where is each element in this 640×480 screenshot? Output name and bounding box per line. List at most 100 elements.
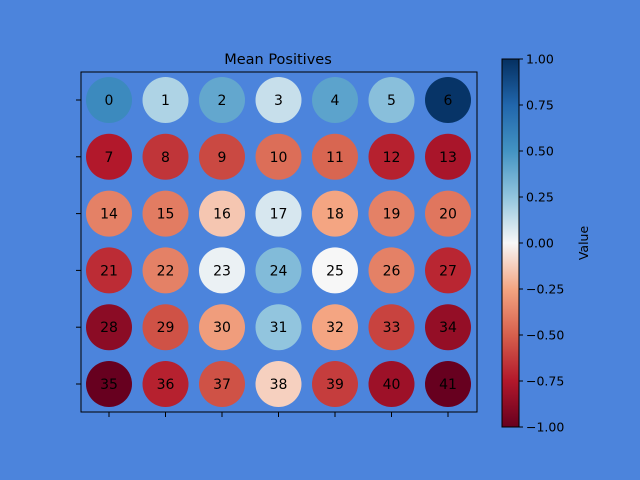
cell-label: 26: [383, 263, 401, 279]
cell-marker: [312, 361, 358, 407]
cell-label: 3: [274, 93, 283, 109]
colorbar-tick-label: −0.25: [526, 282, 564, 297]
cell-label: 32: [326, 320, 344, 336]
cell-label: 8: [161, 150, 170, 166]
cell-label: 20: [439, 207, 457, 223]
plot-area: [80, 71, 478, 413]
cell-marker: [142, 304, 189, 351]
cell-marker: [425, 77, 471, 123]
cell-label: 39: [326, 377, 344, 393]
cell-label: 0: [105, 93, 114, 109]
cell-label: 41: [439, 377, 457, 393]
cell-label: 7: [105, 150, 114, 166]
axis-ticks: [76, 99, 449, 417]
cell-marker: [142, 77, 189, 123]
colorbar-tick-label: 0.75: [526, 98, 554, 113]
cell-marker: [312, 190, 358, 237]
cell-label: 1: [161, 93, 170, 109]
colorbar-ticks: 1.00 0.75 0.50 0.25 0.00 −0.25 −0.50 −0.75 −1.00: [519, 52, 564, 435]
cell-marker: [312, 77, 358, 123]
cell-label: 40: [383, 377, 401, 393]
cell-label: 36: [157, 377, 175, 393]
cell-marker: [86, 361, 132, 407]
cell-marker: [199, 304, 245, 351]
cell-label: 15: [157, 207, 175, 223]
colorbar: [501, 58, 520, 428]
cell-marker: [142, 190, 189, 237]
cell-label: 24: [270, 263, 288, 279]
cell-label: 16: [213, 207, 231, 223]
cell-label: 9: [218, 150, 227, 166]
cell-label: 19: [383, 207, 401, 223]
cell-marker: [142, 133, 189, 180]
cell-label: 22: [157, 263, 175, 279]
cell-marker: [255, 190, 302, 237]
cell-marker: [425, 190, 471, 237]
cell-marker: [199, 133, 245, 180]
cell-label: 12: [383, 150, 401, 166]
colorbar-tick-label: 0.50: [526, 144, 554, 159]
cell-marker: [425, 133, 471, 180]
cell-marker: [312, 247, 358, 294]
cell-label: 21: [100, 263, 118, 279]
cell-label: 2: [218, 93, 227, 109]
cell-marker: [368, 133, 415, 180]
cell-marker: [368, 77, 415, 123]
colorbar-tick-label: −0.50: [526, 328, 564, 343]
cell-marker: [255, 304, 302, 351]
cell-label: 30: [213, 320, 231, 336]
cell-marker: [368, 247, 415, 294]
cell-marker: [255, 77, 302, 123]
cell-marker: [255, 361, 302, 407]
cell-marker: [425, 247, 471, 294]
cell-label: 14: [100, 207, 118, 223]
cell-marker: [142, 361, 189, 407]
colorbar-tick-label: −1.00: [526, 420, 564, 435]
cell-label: 27: [439, 263, 457, 279]
cell-marker: [312, 133, 358, 180]
colorbar-tick-label: 0.00: [526, 236, 554, 251]
cell-label: 25: [326, 263, 344, 279]
cell-marker: [368, 304, 415, 351]
cell-marker: [199, 247, 245, 294]
cell-marker: [86, 190, 132, 237]
cell-marker: [86, 304, 132, 351]
cell-marker: [255, 247, 302, 294]
cell-marker: [199, 190, 245, 237]
cell-marker: [199, 361, 245, 407]
cell-marker: [425, 304, 471, 351]
cell-label: 11: [326, 150, 344, 166]
cell-marker: [312, 304, 358, 351]
cell-label: 10: [270, 150, 288, 166]
cell-label: 5: [387, 93, 396, 109]
cell-marker: [86, 133, 132, 180]
cell-label: 6: [444, 93, 453, 109]
cell-label: 17: [270, 207, 288, 223]
cell-label: 28: [100, 320, 118, 336]
cell-label: 38: [270, 377, 288, 393]
colorbar-label: Value: [576, 226, 591, 261]
cell-label: 4: [331, 93, 340, 109]
chart-title: Mean Positives: [224, 52, 332, 68]
colorbar-tick-label: −0.75: [526, 374, 564, 389]
cell-marker: [425, 361, 471, 407]
colorbar-tick-label: 1.00: [526, 52, 554, 67]
cell-label: 37: [213, 377, 231, 393]
cell-label: 13: [439, 150, 457, 166]
cell-marker: [368, 190, 415, 237]
cell-marker: [142, 247, 189, 294]
cell-label: 35: [100, 377, 118, 393]
cell-label: 33: [383, 320, 401, 336]
cell-marker: [199, 77, 245, 123]
cell-marker: [255, 133, 302, 180]
cell-marker: [368, 361, 415, 407]
cell-marker: [86, 77, 132, 123]
colorbar-tick-label: 0.25: [526, 190, 554, 205]
cell-label: 31: [270, 320, 288, 336]
cell-label: 23: [213, 263, 231, 279]
cell-label: 34: [439, 320, 457, 336]
cell-marker: [86, 247, 132, 294]
cell-label: 18: [326, 207, 344, 223]
